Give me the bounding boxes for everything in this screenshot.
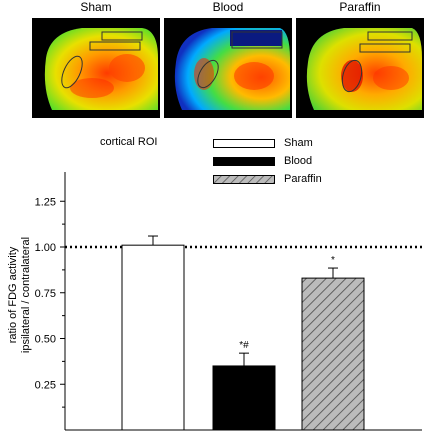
significance-label-blood: *# (239, 340, 249, 351)
legend-swatch-sham (213, 139, 275, 148)
y-axis-label-line1: ratio of FDG activity (7, 246, 19, 344)
y-axis-label: ratio of FDG activity ipsilateral / cont… (7, 220, 33, 370)
panel-title-paraffin: Paraffin (339, 0, 381, 14)
bar-sham (121, 244, 185, 431)
legend-swatch-paraffin (213, 175, 275, 184)
legend-label-sham: Sham (284, 137, 313, 149)
y-tick-label: 0.25 (35, 379, 56, 391)
y-tick-label: 1.00 (35, 242, 56, 254)
scan-image-sham (32, 18, 160, 118)
legend-swatch-blood (213, 157, 275, 166)
roi-label: cortical ROI (100, 136, 158, 148)
y-axis-label-line2: ipsilateral / contralateral (20, 236, 32, 354)
legend-label-paraffin: Paraffin (284, 173, 322, 185)
bar-paraffin (301, 277, 365, 431)
scan-image-blood (164, 18, 292, 118)
panel-title-sham: Sham (80, 0, 112, 14)
bar-blood (212, 365, 276, 431)
y-tick-label: 1.25 (35, 196, 56, 208)
legend-label-blood: Blood (284, 155, 313, 167)
significance-label-paraffin: * (331, 255, 335, 266)
y-tick-label: 0.75 (35, 288, 56, 300)
scan-image-paraffin (296, 18, 424, 118)
panel-title-blood: Blood (212, 0, 244, 14)
y-tick-label: 0.50 (35, 334, 56, 346)
